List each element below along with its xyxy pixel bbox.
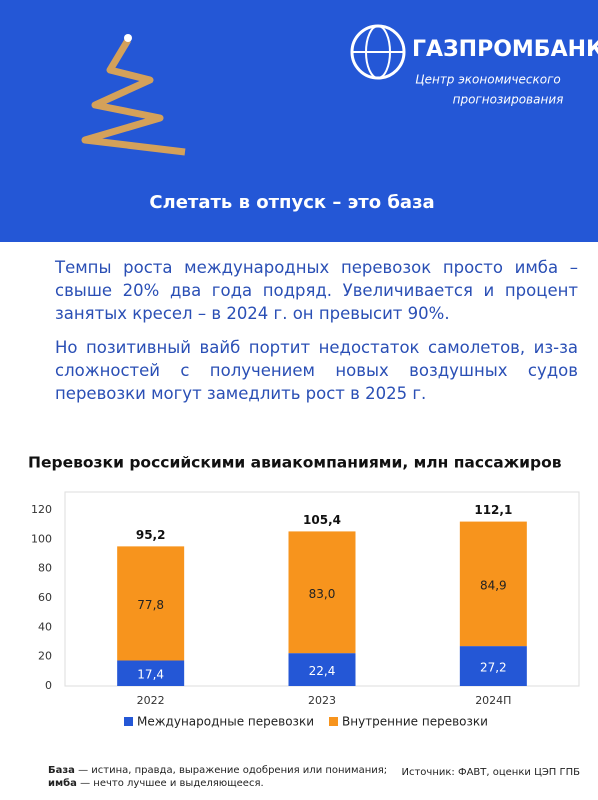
footnote: имба — нечто лучшее и выделяющееся. (48, 777, 264, 789)
footnote-definition: — нечто лучшее и выделяющееся. (80, 778, 264, 789)
logo-subtitle: Центр экономического (415, 73, 561, 87)
y-tick-label: 80 (38, 562, 52, 575)
legend-swatch (124, 717, 133, 726)
value-label: 22,4 (309, 664, 336, 678)
footnote-term: имба (48, 777, 77, 789)
total-label: 105,4 (303, 513, 341, 527)
logo-name: ГАЗПРОМБАНК (412, 37, 598, 62)
bar-segment (459, 646, 527, 686)
x-tick-label: 2023 (308, 694, 336, 707)
y-tick-label: 0 (45, 679, 52, 692)
tree-decoration (81, 34, 186, 156)
footnote-definition: — истина, правда, выражение одобрения ил… (78, 765, 387, 776)
y-tick-label: 20 (38, 650, 52, 663)
legend-swatch (329, 717, 338, 726)
x-tick-label: 2022 (137, 694, 165, 707)
y-tick-label: 120 (31, 503, 52, 516)
logo-subtitle: прогнозирования (453, 93, 564, 107)
legend-label: Внутренние перевозки (342, 715, 488, 729)
total-label: 95,2 (136, 528, 166, 542)
y-tick-label: 60 (38, 591, 52, 604)
value-label: 17,4 (137, 668, 164, 682)
value-label: 84,9 (480, 578, 507, 592)
footnote-term: База (48, 765, 75, 776)
bar-segment (117, 660, 185, 686)
logo (350, 24, 406, 80)
bar-segment (117, 546, 185, 661)
header (0, 0, 598, 242)
bar-segment (459, 521, 527, 647)
y-tick-label: 40 (38, 620, 52, 633)
footnote: База — истина, правда, выражение одобрен… (48, 765, 387, 776)
y-tick-label: 100 (31, 532, 52, 545)
total-label: 112,1 (474, 503, 512, 517)
paragraph: Но позитивный вайб портит недостаток сам… (55, 338, 578, 403)
x-tick-label: 2024П (475, 694, 511, 707)
bar-segment (288, 531, 356, 654)
source: Источник: ФАВТ, оценки ЦЭП ГПБ (402, 767, 581, 778)
value-label: 27,2 (480, 661, 507, 675)
bar-segment (288, 653, 356, 686)
value-label: 77,8 (137, 598, 164, 612)
chart-title: Перевозки российскими авиакомпаниями, мл… (28, 454, 562, 472)
paragraph: Темпы роста международных перевозок прос… (55, 258, 578, 323)
legend-label: Международные перевозки (137, 715, 314, 729)
header-title: Слетать в отпуск – это база (149, 192, 434, 213)
value-label: 83,0 (309, 587, 336, 601)
